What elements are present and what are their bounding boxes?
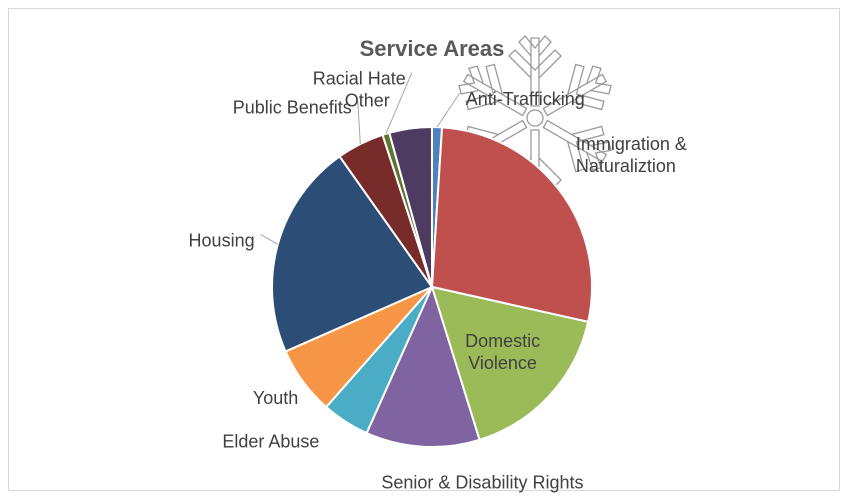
leader-line-housing	[260, 233, 279, 245]
leader-line-racial-hate	[385, 72, 413, 134]
slice-label-housing: Housing	[189, 230, 255, 250]
snowflake-watermark	[450, 35, 620, 201]
pie-slice-other	[388, 125, 433, 288]
chart-title: Service Areas	[360, 36, 505, 61]
leader-line-anti-trafficking	[436, 92, 461, 128]
slice-label-other: Other	[345, 91, 390, 111]
pie-slice-senior-and-disability-rights	[365, 284, 481, 448]
pie-slice-housing	[271, 154, 434, 353]
slice-label-racial-hate: Racial Hate	[313, 69, 406, 89]
pie-slice-immigration-and-naturaliztion	[430, 126, 593, 324]
slice-label-anti-trafficking: Anti-Trafficking	[466, 89, 585, 109]
slice-label-public-benefits: Public Benefits	[233, 97, 352, 117]
slice-label-immigration-and-naturaliztion: Immigration & Naturaliztion	[576, 134, 687, 176]
slice-label-domestic-violence: Domestic Violence	[465, 331, 540, 373]
slice-label-elder-abuse: Elder Abuse	[222, 432, 319, 452]
pie-slice-domestic-violence	[430, 285, 590, 442]
leader-line-public-benefits	[357, 101, 361, 145]
slice-label-youth: Youth	[253, 388, 298, 408]
slice-label-senior-and-disability-rights: Senior & Disability Rights	[381, 473, 583, 493]
